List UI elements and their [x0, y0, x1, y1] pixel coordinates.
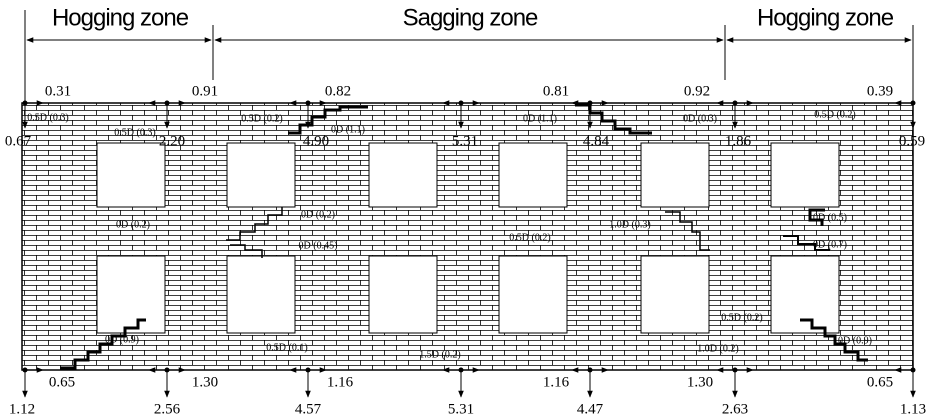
crack-label: 1.0D (0.2) [697, 343, 738, 354]
node [587, 100, 593, 106]
node [910, 100, 916, 106]
dimension-lines [24, 10, 914, 103]
crack-label: 0D (0.5) [813, 212, 847, 223]
window [368, 255, 438, 334]
window [96, 255, 166, 334]
top-span: 0.39 [867, 83, 893, 99]
window [640, 142, 710, 208]
top-point: 1.86 [725, 133, 752, 149]
bottom-span: 1.16 [327, 374, 354, 390]
node [458, 100, 464, 106]
crack-label: 0D (0.45) [299, 240, 338, 251]
top-point: 0.67 [5, 133, 32, 149]
windows [96, 142, 840, 334]
zone-label: Sagging zone [403, 4, 538, 31]
bottom-span: 0.65 [867, 374, 893, 390]
window [226, 255, 296, 334]
bottom-point: 5.31 [448, 401, 474, 417]
cracks [60, 103, 868, 370]
node [732, 367, 738, 373]
top-point: 2.20 [159, 133, 185, 149]
window [368, 142, 438, 208]
crack-label: 0D (0.7) [813, 239, 847, 250]
crack-label: 0.5D (0.2) [814, 109, 855, 120]
bottom-span: 1.30 [687, 374, 713, 390]
bottom-point: 2.56 [154, 401, 181, 417]
window [96, 142, 166, 208]
top-span: 0.92 [684, 83, 710, 99]
top-span: 0.31 [45, 83, 71, 99]
crack-label: 0D (0.2) [116, 219, 150, 230]
top-point: 5.31 [452, 133, 478, 149]
top-span: 0.82 [325, 83, 351, 99]
crack-label: 0.5D (0.2) [721, 312, 762, 323]
crack-label: 0.5D (0.2) [509, 232, 550, 243]
bottom-point: 1.12 [9, 401, 35, 417]
node [732, 100, 738, 106]
zone-label: Hogging zone [52, 4, 189, 31]
crack-label: 0.5D (0.2) [241, 113, 282, 124]
crack-label: 0D (1.1) [523, 113, 557, 124]
top-point: 4.84 [583, 133, 610, 149]
node [458, 367, 464, 373]
node [587, 367, 593, 373]
crack-label: 0.5D (0.3) [27, 112, 68, 123]
node [164, 100, 170, 106]
wall [21, 102, 914, 371]
crack-label: 0D (1.1) [331, 124, 365, 135]
bottom-point: 1.13 [900, 401, 926, 417]
crack-label: 0.5D (0.3) [114, 127, 155, 138]
node [22, 367, 28, 373]
node [22, 100, 28, 106]
top-span: 0.81 [543, 83, 569, 99]
node [910, 367, 916, 373]
bottom-span: 1.16 [543, 374, 570, 390]
window [640, 255, 710, 334]
node [305, 100, 311, 106]
window [498, 142, 568, 208]
window [226, 142, 296, 208]
node [164, 367, 170, 373]
top-point: 0.59 [899, 133, 925, 149]
crack-label: 0.5D (0.1) [266, 342, 307, 353]
bottom-point: 4.47 [577, 401, 604, 417]
top-span: 0.91 [192, 83, 218, 99]
bottom-span: 1.30 [192, 374, 218, 390]
crack-label: 0D (0.9) [838, 335, 872, 346]
window [770, 142, 840, 208]
crack-label: 0D (0.3) [683, 113, 717, 124]
crack-label: 1.0D (0.3) [609, 219, 650, 230]
crack-label: 0D (0.9) [105, 334, 139, 345]
zone-label: Hogging zone [757, 4, 894, 31]
crack-label: 0D (0.2) [301, 209, 335, 220]
top-point: 4.90 [303, 133, 329, 149]
node [305, 367, 311, 373]
bottom-point: 2.63 [722, 401, 748, 417]
bottom-span: 0.65 [49, 374, 75, 390]
bottom-point: 4.57 [295, 401, 322, 417]
crack-label: 1.5D (0.2) [419, 349, 460, 360]
window [498, 255, 568, 334]
